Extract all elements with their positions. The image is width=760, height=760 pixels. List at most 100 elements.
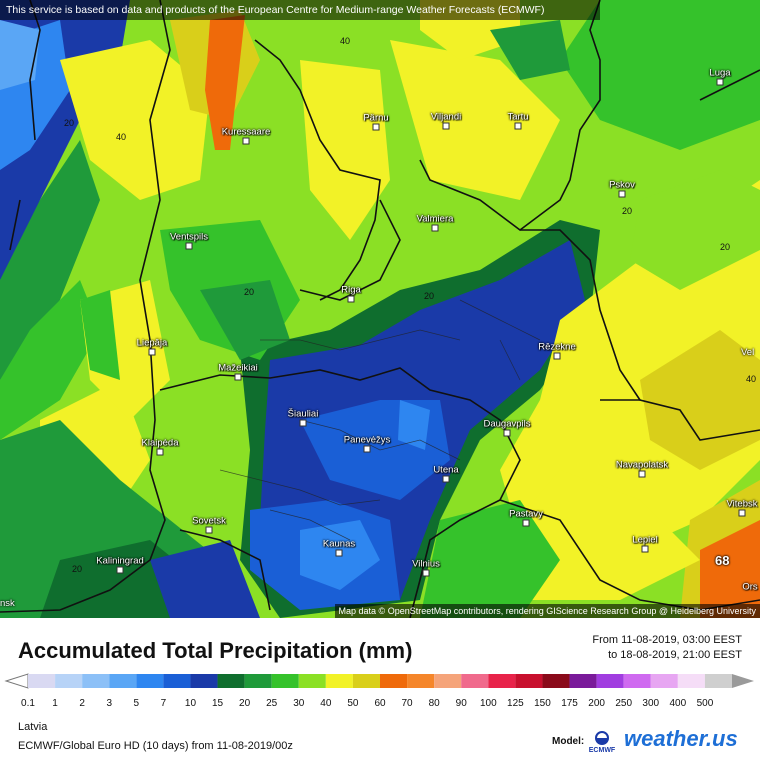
- scale-tick-label: 3: [106, 698, 112, 709]
- scale-swatch: [244, 674, 272, 688]
- city-marker[interactable]: [503, 429, 511, 437]
- city-label-pastavy[interactable]: Pastavy: [509, 508, 543, 520]
- scale-tick-label: 80: [428, 698, 440, 709]
- model-run-info: ECMWF/Global Euro HD (10 days) from 11-0…: [18, 740, 293, 752]
- city-marker[interactable]: [363, 445, 371, 453]
- scale-tick-label: 50: [347, 698, 359, 709]
- scale-tick-label: 300: [642, 698, 660, 709]
- precipitation-map[interactable]: This service is based on data and produc…: [0, 0, 760, 618]
- scale-swatch: [271, 674, 299, 688]
- city-marker[interactable]: [185, 242, 193, 250]
- city-label-vitebsk[interactable]: Vitebsk: [726, 498, 758, 510]
- city-label-tartu[interactable]: Tartu: [507, 111, 529, 123]
- city-marker[interactable]: [442, 122, 450, 130]
- contour-label: 40: [116, 132, 127, 142]
- city-label-sovetsk[interactable]: Sovetsk: [192, 515, 226, 527]
- contour-label: 20: [622, 206, 633, 216]
- city-label-panevezys[interactable]: Panevėžys: [343, 434, 391, 446]
- city-marker[interactable]: [372, 123, 380, 131]
- scale-swatch: [136, 674, 164, 688]
- scale-swatch: [55, 674, 83, 688]
- scale-swatch: [596, 674, 624, 688]
- city-label-klaipeda[interactable]: Klaipėda: [141, 437, 179, 449]
- city-label-valmiera[interactable]: Valmiera: [416, 213, 454, 225]
- scale-swatch: [461, 674, 489, 688]
- scale-swatch: [28, 674, 56, 688]
- city-marker[interactable]: [205, 526, 213, 534]
- scale-swatch: [380, 674, 408, 688]
- scale-tick-label: 2: [79, 698, 85, 709]
- scale-swatch: [569, 674, 597, 688]
- legend-title: Accumulated Total Precipitation (mm): [18, 638, 413, 663]
- scale-tick-label: 10: [184, 698, 197, 709]
- scale-swatch: [190, 674, 218, 688]
- city-marker[interactable]: [618, 190, 626, 198]
- city-marker[interactable]: [116, 566, 124, 574]
- scale-swatch: [515, 674, 543, 688]
- city-marker[interactable]: [442, 475, 450, 483]
- scale-swatch: [542, 674, 570, 688]
- city-label-mazeikiai[interactable]: Mažeikiai: [218, 362, 258, 374]
- city-marker[interactable]: [299, 419, 307, 427]
- city-marker[interactable]: [156, 448, 164, 456]
- city-label-luga[interactable]: Luga: [709, 67, 731, 79]
- region-name: Latvia: [18, 721, 48, 733]
- scale-swatch: [677, 674, 705, 688]
- contour-label: 20: [720, 242, 731, 252]
- city-marker[interactable]: [335, 549, 343, 557]
- edge-label-vel: Vel: [741, 347, 755, 358]
- scale-tick-label: 7: [160, 698, 167, 709]
- map-attribution[interactable]: Map data © OpenStreetMap contributors, r…: [334, 604, 760, 618]
- city-label-rezekne[interactable]: Rēzekne: [538, 341, 576, 353]
- scale-swatch: [434, 674, 462, 688]
- city-label-liepaja[interactable]: Liepāja: [136, 337, 168, 349]
- city-marker[interactable]: [422, 569, 430, 577]
- city-label-kaunas[interactable]: Kaunas: [322, 538, 356, 550]
- city-label-vilnius[interactable]: Vilnius: [412, 558, 440, 570]
- scale-tick-label: 0.1: [21, 698, 35, 709]
- city-label-utena[interactable]: Utena: [433, 464, 459, 476]
- city-label-daugavpils[interactable]: Daugavpils: [483, 418, 531, 430]
- city-label-kuressaare[interactable]: Kuressaare: [221, 126, 271, 138]
- city-marker[interactable]: [716, 78, 724, 86]
- city-label-ventspils[interactable]: Ventspils: [169, 231, 209, 243]
- city-marker[interactable]: [431, 224, 439, 232]
- weather-us-brand-logo[interactable]: weather.us: [624, 726, 738, 751]
- scale-swatch: [623, 674, 651, 688]
- city-label-kaliningrad[interactable]: Kaliningrad: [96, 555, 144, 567]
- scale-tick-label: 70: [401, 698, 413, 709]
- scale-tick-label: 5: [133, 698, 140, 709]
- scale-swatch: [217, 674, 245, 688]
- scale-tick-label: 40: [320, 698, 332, 709]
- scale-tick-label: 125: [507, 698, 524, 709]
- city-label-navapolatsk[interactable]: Navapolatsk: [615, 459, 669, 471]
- city-marker[interactable]: [514, 122, 522, 130]
- scale-swatch: [82, 674, 110, 688]
- city-label-viljandi[interactable]: Viljandi: [430, 111, 462, 123]
- city-marker[interactable]: [522, 519, 530, 527]
- city-marker[interactable]: [234, 373, 242, 381]
- scale-tick-label: 175: [561, 698, 578, 709]
- period-to: to 18-08-2019, 21:00 EEST: [608, 649, 742, 661]
- model-label: Model:: [552, 736, 585, 747]
- edge-contour-label: 40: [746, 374, 757, 384]
- city-marker[interactable]: [347, 295, 355, 303]
- city-marker[interactable]: [638, 470, 646, 478]
- period-from: From 11-08-2019, 03:00 EEST: [592, 634, 742, 646]
- scale-swatch: [325, 674, 353, 688]
- city-label-pskov[interactable]: Pskov: [609, 179, 635, 191]
- city-label-siauliai[interactable]: Šiauliai: [287, 408, 319, 420]
- city-label-lepiel[interactable]: Lepiel: [632, 534, 658, 546]
- city-marker[interactable]: [553, 352, 561, 360]
- city-marker[interactable]: [242, 137, 250, 145]
- city-label-parnu[interactable]: Pärnu: [363, 112, 389, 124]
- city-label-orsha[interactable]: Ors: [742, 581, 758, 593]
- scale-tick-label: 15: [211, 698, 224, 709]
- city-marker[interactable]: [148, 348, 156, 356]
- scale-tick-label: 25: [266, 698, 278, 709]
- city-marker[interactable]: [738, 509, 746, 517]
- ecmwf-logo-icon: ECMWF: [589, 731, 616, 754]
- city-label-riga[interactable]: Riga: [341, 284, 361, 296]
- contour-label: 20: [64, 118, 75, 128]
- city-marker[interactable]: [641, 545, 649, 553]
